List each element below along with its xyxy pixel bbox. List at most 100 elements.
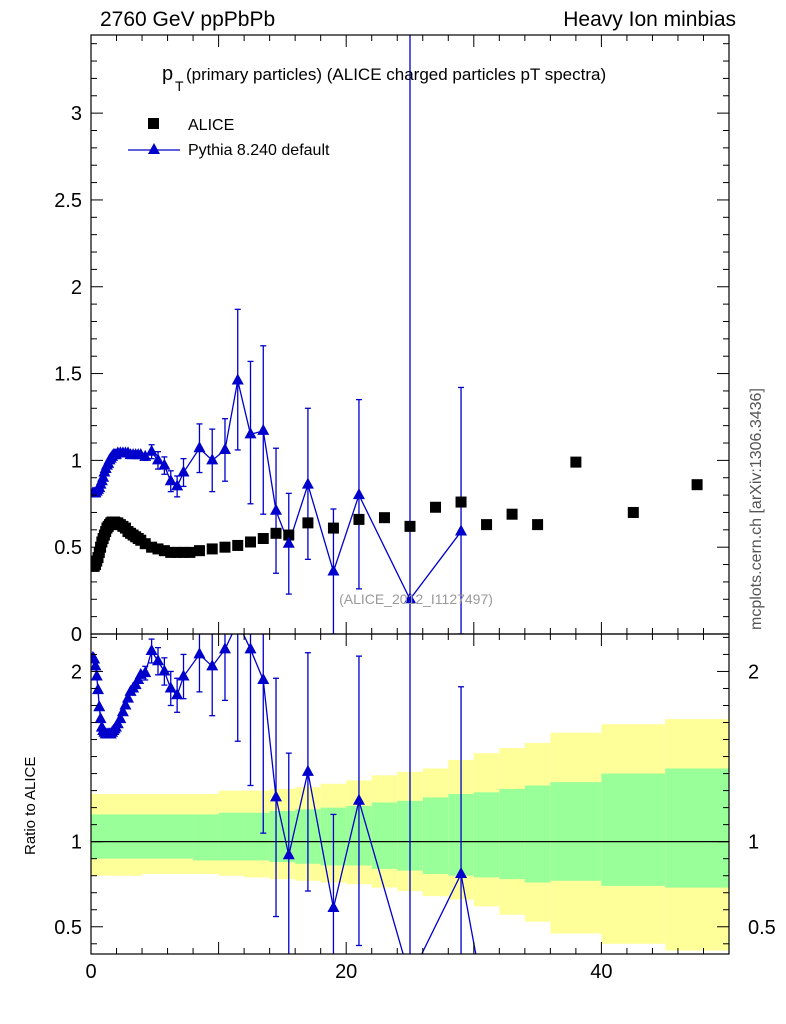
pythia-point	[151, 453, 164, 465]
alice-point	[532, 519, 544, 531]
pythia-ratio-point	[119, 698, 132, 710]
pythia-ratio-point	[301, 764, 314, 776]
pythia-point	[171, 479, 184, 491]
alice-point	[430, 501, 442, 513]
pythia-ratio-point	[177, 669, 190, 681]
pythia-ratio-point	[164, 681, 177, 693]
pythia-point	[301, 477, 314, 489]
pythia-ratio-point	[122, 691, 135, 703]
legend-label-alice: ALICE	[188, 117, 234, 134]
y-tick-label: 2.5	[54, 190, 82, 212]
band-green-bin	[601, 773, 666, 886]
axis-ticks	[90, 35, 730, 954]
title-text: (primary particles) (ALICE charged parti…	[186, 65, 606, 84]
legend-marker-alice	[148, 118, 159, 129]
x-tick-label: 40	[590, 961, 612, 983]
band-green-bin	[665, 768, 729, 888]
pythia-ratio-point	[92, 683, 105, 695]
pythia-ratio-point	[91, 659, 102, 671]
alice-point	[481, 519, 493, 531]
alice-point	[506, 508, 518, 520]
alice-point	[283, 529, 295, 541]
band-green-bin	[244, 812, 270, 861]
band-green-bin	[91, 814, 143, 859]
pythia-point	[206, 453, 219, 465]
y-tick-label: 1	[71, 450, 82, 472]
pythia-point	[218, 442, 231, 454]
ratio-series-points	[91, 615, 486, 982]
pythia-ratio-point	[218, 642, 231, 654]
header-energy-label: 2760 GeV ppPbPb	[100, 8, 276, 31]
y-tick-label: 2	[71, 277, 82, 299]
ratio-axis-label: Ratio to ALICE	[22, 756, 39, 855]
band-green-bin	[422, 797, 449, 874]
header-process-label: Heavy Ion minbias	[563, 8, 736, 31]
y-tick-label: 1	[71, 832, 82, 854]
alice-point	[193, 545, 205, 557]
pythia-ratio-point	[352, 793, 365, 805]
pythia-point	[193, 441, 206, 453]
alice-point	[353, 513, 365, 525]
alice-point	[232, 539, 244, 551]
pythia-point	[455, 524, 468, 536]
pythia-ratio-point	[193, 647, 206, 659]
legend-label-pythia: Pythia 8.240 default	[188, 142, 330, 159]
band-green-bin	[550, 782, 602, 881]
pythia-ratio-point	[474, 971, 486, 982]
pythia-ratio-point	[232, 615, 244, 626]
pythia-point	[164, 474, 177, 486]
pythia-ratio-point	[151, 654, 164, 666]
pythia-point	[404, 592, 416, 604]
band-green-bin	[142, 814, 194, 859]
pythia-ratio-point	[116, 705, 129, 717]
alice-point	[139, 538, 151, 550]
pythia-ratio-point	[257, 672, 270, 684]
y-tick-label: 0.5	[54, 917, 82, 939]
pythia-ratio-point	[158, 664, 171, 676]
ratio-frame	[90, 633, 730, 955]
pythia-point	[352, 488, 365, 500]
y-tick-label-right: 2	[748, 661, 759, 683]
y-tick-label: 0.5	[54, 537, 82, 559]
alice-point	[171, 546, 183, 558]
axes-frames	[90, 34, 730, 955]
pythia-line	[92, 380, 462, 601]
main-plot-title: p T (primary particles) (ALICE charged p…	[162, 63, 606, 94]
y-tick-label: 0	[71, 624, 82, 646]
alice-point	[378, 512, 390, 524]
pythia-ratio-point	[206, 659, 219, 671]
alice-point	[455, 496, 467, 508]
x-tick-label: 20	[335, 961, 357, 983]
main-series-lines	[92, 380, 462, 601]
alice-point	[245, 536, 256, 548]
pythia-point	[139, 449, 152, 461]
title-subscript: T	[175, 78, 184, 94]
alice-point	[270, 527, 282, 539]
alice-point	[184, 546, 196, 558]
pythia-ratio-point	[327, 901, 340, 913]
alice-point	[691, 479, 703, 491]
band-green-bin	[218, 812, 245, 861]
alice-point	[219, 541, 231, 553]
alice-point	[570, 456, 582, 468]
alice-point	[165, 546, 177, 558]
pythia-ratio-point	[171, 688, 184, 700]
pythia-ratio-point	[404, 971, 416, 982]
y-tick-label: 1.5	[54, 364, 82, 386]
main-error-bars	[142, 35, 465, 634]
y-tick-label-right: 0.5	[748, 917, 776, 939]
alice-point	[257, 533, 269, 545]
alice-point	[178, 546, 190, 558]
pythia-ratio-point	[270, 790, 283, 802]
side-source-label: mcplots.cern.ch [arXiv:1306.3436]	[748, 388, 765, 630]
alice-point	[206, 543, 218, 555]
alice-point	[404, 520, 416, 532]
legend-marker-pythia	[148, 143, 160, 154]
pythia-ratio-point	[114, 712, 127, 724]
band-green-bin	[193, 814, 219, 861]
title-symbol: p	[162, 63, 173, 85]
pythia-point	[257, 423, 270, 435]
pythia-ratio-point	[93, 700, 106, 712]
alice-point	[302, 517, 314, 529]
